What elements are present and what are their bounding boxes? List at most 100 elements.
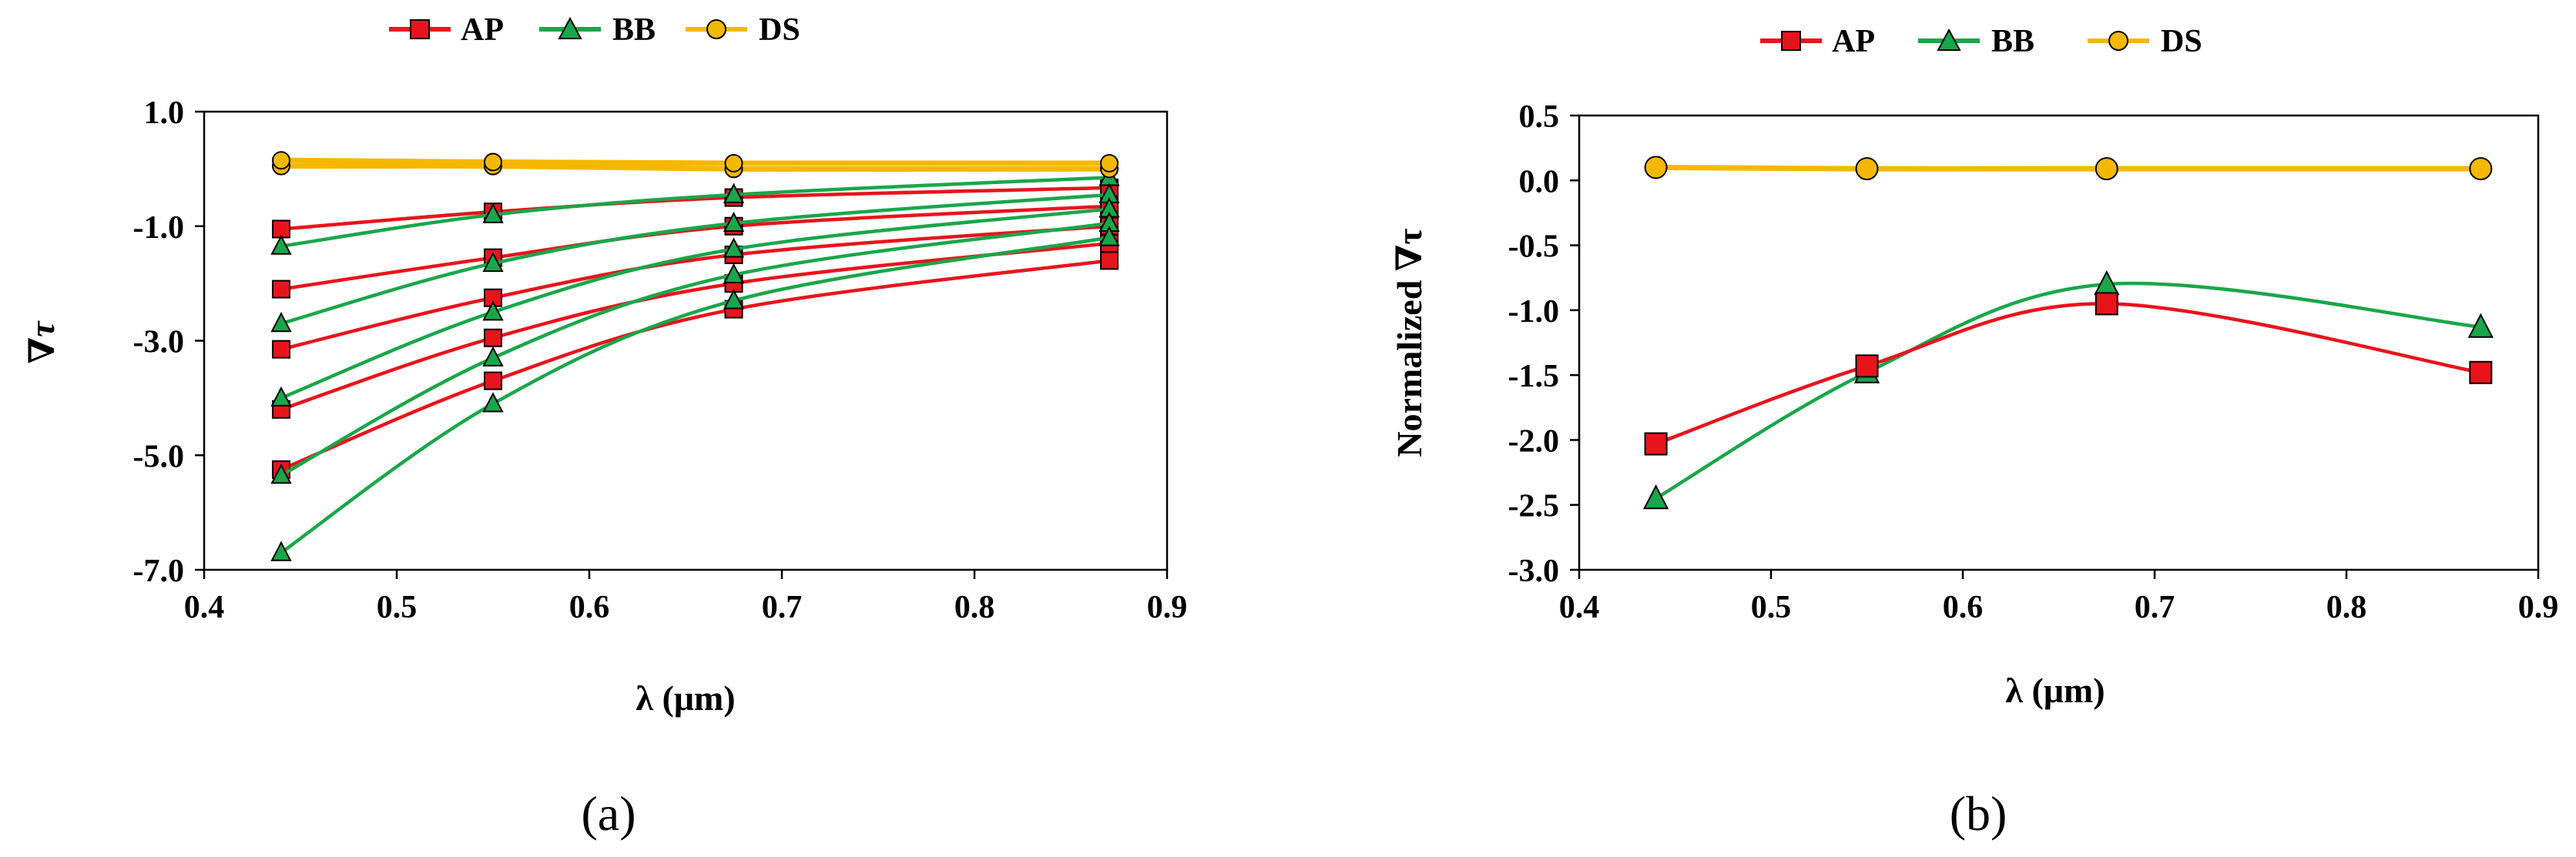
- data-point-ds-a: [484, 152, 502, 172]
- panel-label-b: (b): [1950, 786, 2007, 841]
- data-point-bb-a: [270, 312, 292, 333]
- legend-ds-label-b: DS: [2161, 24, 2202, 59]
- data-point-ds-b: [2095, 157, 2118, 181]
- y-tick-label-b: -3.0: [1508, 554, 1560, 589]
- series-line-bb-a-9: [280, 236, 1110, 554]
- series-line-bb-a-7: [280, 207, 1110, 400]
- x-axis-title-b: λ (μm): [2005, 671, 2105, 710]
- legend-bb-label-b: BB: [1991, 24, 2034, 59]
- data-point-ap-a: [272, 280, 290, 299]
- data-point-bb-a: [482, 392, 504, 413]
- series-line-bb-a-6: [280, 192, 1110, 326]
- data-point-ap-a: [484, 371, 502, 390]
- series-line-ap-a-3: [280, 241, 1110, 411]
- data-point-ap-b: [1644, 432, 1668, 456]
- chart-panel-a: AP BB DS 0.4 0.5 0.6 0.7 0.8 0.9 1.0 -1.0 -3.0 -5…: [22, 12, 1187, 841]
- x-tick-label-b: 0.5: [1751, 590, 1792, 625]
- ticks-b: 0.4 0.5 0.6 0.7 0.8 0.9 0.5 0.0 -0.5 -1.0 -1.5 -2.0…: [1508, 99, 2559, 625]
- ticks-a: 0.4 0.5 0.6 0.7 0.8 0.9 1.0 -1.0 -3.0 -5.0 -7.0: [133, 95, 1188, 625]
- series-line-bb-a-5: [280, 176, 1110, 249]
- y-tick-label-a: -5.0: [133, 439, 185, 474]
- data-point-bb-a: [723, 211, 745, 233]
- legend-ap-label-b: AP: [1832, 24, 1875, 59]
- chart-panel-b: AP BB DS 0.4 0.5 0.6 0.7 0.8 0.9 0.5 0.0 -0.5 -1.…: [1390, 24, 2558, 841]
- data-point-bb-a: [482, 300, 504, 321]
- y-tick-label-b: -2.0: [1508, 423, 1560, 459]
- data-point-ap-b: [2095, 292, 2118, 316]
- data-point-bb-a: [482, 346, 504, 367]
- series-line-ap-b-0: [1655, 302, 2481, 446]
- y-tick-label-a: 1.0: [144, 95, 185, 131]
- legend-ap-label-a: AP: [461, 12, 504, 48]
- data-point-ap-a: [484, 328, 502, 347]
- legend-b: AP BB DS: [1760, 24, 2202, 59]
- y-tick-label-b: -2.5: [1508, 489, 1560, 524]
- legend-bb-triangle-marker-icon-b: [1937, 28, 1961, 51]
- data-point-bb-a: [270, 541, 292, 561]
- x-tick-label-a: 0.4: [184, 590, 225, 625]
- data-point-bb-a: [723, 237, 745, 258]
- data-point-ds-b: [1855, 157, 1879, 181]
- data-point-ds-b: [2469, 157, 2493, 181]
- data-point-bb-a: [1098, 226, 1120, 246]
- data-point-bb-a: [270, 234, 292, 255]
- x-tick-label-b: 0.6: [1943, 590, 1984, 625]
- legend-ap-square-marker-icon-b: [1781, 31, 1801, 51]
- series-line-bb-b-1: [1655, 281, 2481, 500]
- y-tick-label-b: -0.5: [1508, 229, 1560, 265]
- plot-area-b: [1578, 114, 2540, 571]
- series-line-ds-a-10: [280, 162, 1110, 172]
- y-tick-label-b: 0.5: [1519, 99, 1560, 135]
- x-tick-label-a: 0.8: [954, 590, 995, 625]
- legend-ds-label-a: DS: [759, 12, 800, 48]
- series-line-ap-a-0: [280, 186, 1110, 231]
- x-tick-label-b: 0.7: [2135, 590, 2175, 625]
- data-point-ap-a: [272, 340, 290, 359]
- series-a: [270, 151, 1120, 561]
- data-point-ds-a: [724, 153, 743, 172]
- x-tick-label-b: 0.9: [2518, 590, 2559, 625]
- data-point-bb-a: [723, 263, 745, 283]
- y-axis-title-a: ∇τ: [22, 320, 62, 364]
- data-point-ds-a: [272, 151, 290, 170]
- x-tick-label-a: 0.6: [569, 590, 610, 625]
- data-point-bb-a: [723, 182, 745, 203]
- data-point-ds-b: [1644, 156, 1668, 179]
- y-tick-label-b: -1.5: [1508, 359, 1560, 394]
- series-b: [1642, 156, 2494, 510]
- data-point-bb-a: [270, 386, 292, 407]
- data-point-bb-b: [2467, 313, 2494, 338]
- x-tick-label-b: 0.4: [1559, 590, 1600, 625]
- x-tick-label-a: 0.5: [377, 590, 418, 625]
- y-tick-label-b: 0.0: [1519, 164, 1560, 199]
- data-point-bb-a: [723, 289, 745, 310]
- legend-ap-square-marker-icon-a: [410, 19, 430, 39]
- data-point-ap-b: [2469, 360, 2493, 384]
- data-point-ap-b: [1855, 354, 1879, 378]
- data-point-ap-a: [1100, 251, 1119, 270]
- data-point-bb-a: [482, 251, 504, 273]
- data-point-bb-b: [1642, 484, 1669, 510]
- series-line-ds-a-11: [280, 157, 1110, 166]
- x-tick-label-a: 0.7: [762, 590, 803, 625]
- x-tick-label-a: 0.9: [1147, 590, 1188, 625]
- series-line-ds-b-2: [1655, 164, 2481, 172]
- data-point-bb-a: [482, 203, 504, 223]
- legend-a: AP BB DS: [389, 12, 800, 48]
- data-point-ds-a: [1100, 153, 1119, 172]
- legend-bb-triangle-marker-icon-a: [558, 16, 582, 39]
- x-axis-title-a: λ (μm): [636, 678, 735, 718]
- x-tick-label-b: 0.8: [2326, 590, 2367, 625]
- legend-ds-circle-marker-icon-b: [2108, 31, 2128, 51]
- y-tick-label-a: -7.0: [133, 554, 185, 589]
- y-tick-label-b: -1.0: [1508, 294, 1560, 330]
- legend-ds-circle-marker-icon-a: [706, 19, 726, 39]
- legend-bb-label-a: BB: [612, 12, 656, 48]
- y-tick-label-a: -3.0: [133, 325, 185, 360]
- y-tick-label-a: -1.0: [133, 210, 185, 246]
- data-point-bb-a: [270, 464, 292, 484]
- series-line-bb-a-8: [280, 221, 1110, 477]
- panel-label-a: (a): [581, 786, 636, 841]
- y-axis-title-b: Normalized ∇τ: [1390, 228, 1429, 457]
